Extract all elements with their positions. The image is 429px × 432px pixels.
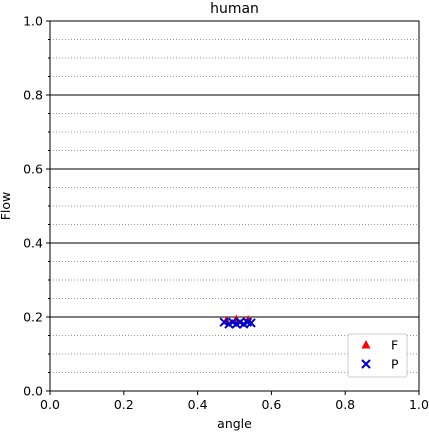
y-axis-label: Flow: [0, 192, 13, 221]
legend-label-F: F: [391, 338, 398, 353]
y-tick-label: 0.0: [23, 384, 43, 399]
x-tick-label: 0.8: [335, 397, 355, 412]
y-tick-label: 1.0: [23, 14, 43, 29]
y-tick-label: 0.2: [23, 310, 43, 325]
ticks-layer: 0.0 0.2 0.4 0.6 0.8 1.0 0.0 0.2 0.4 0.6 0.8 1.0: [23, 14, 429, 413]
legend-marker-F: [361, 340, 371, 349]
legend-label-P: P: [391, 357, 399, 372]
y-tick-label: 0.4: [23, 236, 43, 251]
legend: FP: [347, 333, 408, 378]
legend-marker-P: [361, 359, 371, 369]
y-tick-label: 0.6: [23, 162, 43, 177]
grid-layer: [50, 39, 419, 373]
x-axis-label: angle: [217, 416, 252, 431]
x-tick-label: 0.6: [261, 397, 281, 412]
y-tick-label: 0.8: [23, 88, 43, 103]
marks-layer: [219, 314, 256, 329]
x-tick-label: 0.4: [188, 397, 208, 412]
data-point-P: [246, 318, 256, 328]
x-tick-label: 0.0: [40, 397, 60, 412]
x-tick-label: 0.2: [114, 397, 134, 412]
legend-items: FP: [361, 338, 399, 372]
chart-title: human: [210, 1, 259, 17]
x-tick-label: 1.0: [409, 397, 429, 412]
